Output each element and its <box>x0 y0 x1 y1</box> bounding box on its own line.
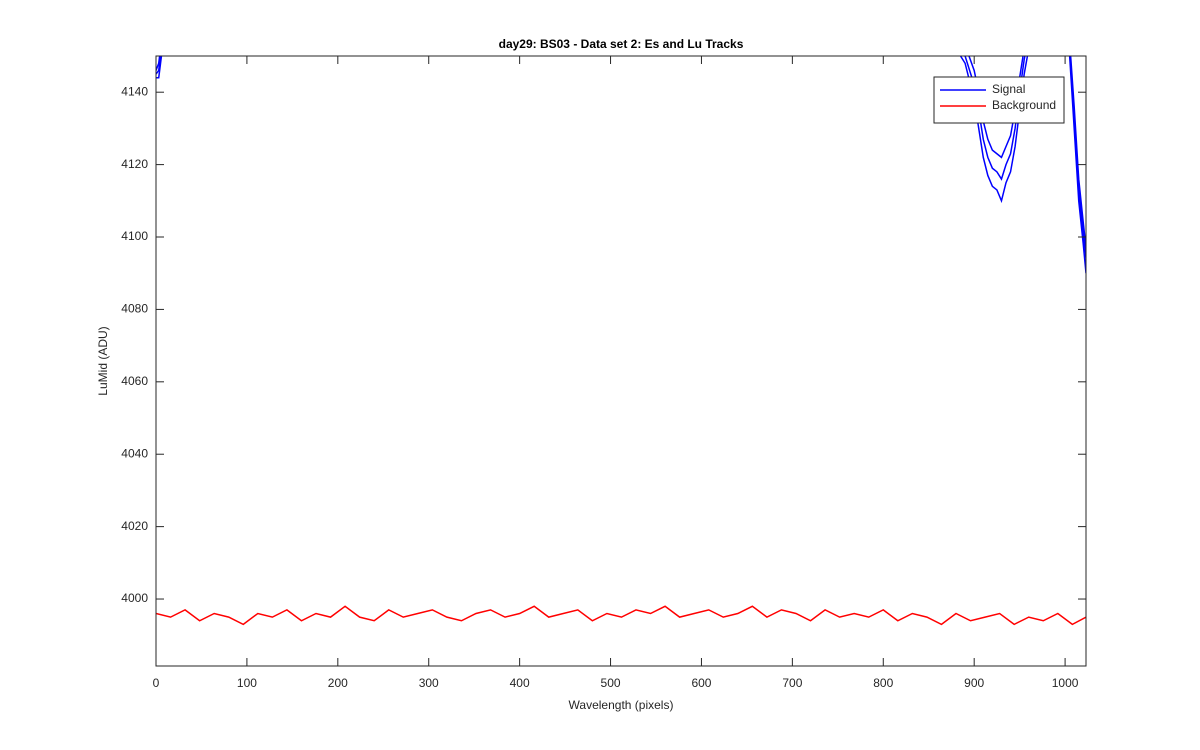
series-line <box>156 56 1086 274</box>
legend-box <box>933 76 1065 124</box>
y-tick-label: 4080 <box>121 302 148 316</box>
x-tick-label: 900 <box>964 676 984 690</box>
legend-label: Background <box>992 98 1056 112</box>
x-tick-label: 300 <box>419 676 439 690</box>
chart-title: day29: BS03 - Data set 2: Es and Lu Trac… <box>499 37 744 51</box>
x-axis-label: Wavelength (pixels) <box>569 698 674 712</box>
x-tick-label: 0 <box>153 676 160 690</box>
x-tick-label: 700 <box>782 676 802 690</box>
lines <box>156 56 1086 626</box>
x-tick-label: 500 <box>601 676 621 690</box>
x-tick-label: 600 <box>691 676 711 690</box>
x-tick-label: 200 <box>328 676 348 690</box>
y-tick-label: 4060 <box>121 374 148 388</box>
series-line <box>156 56 1086 259</box>
x-tick-label: 100 <box>237 676 257 690</box>
x-tick-label: 800 <box>873 676 893 690</box>
axes-box <box>155 55 1087 667</box>
y-tick-label: 4000 <box>121 591 148 605</box>
legend-label: Signal <box>992 82 1025 96</box>
series-line <box>156 56 1086 248</box>
y-tick-label: 4120 <box>121 157 148 171</box>
series-line <box>156 605 1086 626</box>
x-tick-label: 1000 <box>1052 676 1079 690</box>
x-tick-label: 400 <box>510 676 530 690</box>
y-axis-label: LuMid (ADU) <box>96 326 110 395</box>
plot-area <box>156 56 1086 666</box>
y-tick-label: 4040 <box>121 446 148 460</box>
y-tick-label: 4020 <box>121 519 148 533</box>
y-tick-label: 4100 <box>121 229 148 243</box>
y-tick-label: 4140 <box>121 84 148 98</box>
